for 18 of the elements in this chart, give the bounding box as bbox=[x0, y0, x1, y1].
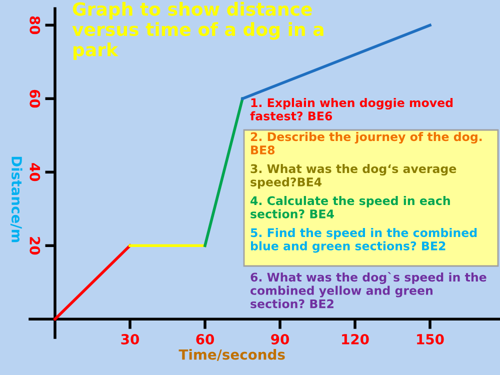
x-tick-label: 150 bbox=[417, 334, 444, 344]
x-axis-title: Time/seconds bbox=[178, 349, 285, 361]
y-tick-label: 80 bbox=[30, 16, 40, 34]
annotation: 4. Calculate the speed in each section? BE4 bbox=[250, 196, 450, 218]
x-tick-label: 30 bbox=[121, 334, 139, 344]
x-tick-label: 60 bbox=[196, 334, 214, 344]
x-tick-label: 90 bbox=[271, 334, 289, 344]
annotation: 3. What was the dog‘s average speed?BE4 bbox=[250, 164, 456, 189]
y-tick-label: 20 bbox=[30, 237, 40, 255]
y-tick-label: 40 bbox=[30, 163, 40, 182]
annotation: 5. Find the speed in the combined blue and green sections? BE2 bbox=[250, 228, 477, 253]
annotation: 1. Explain when doggie moved fastest? BE6 bbox=[250, 98, 453, 120]
x-tick-label: 120 bbox=[342, 334, 369, 344]
annotation: 6. What was the dog`s speed in the combined yellow and green section? BE2 bbox=[250, 272, 486, 308]
text: Graph to show distance versus time of a dog in a park bbox=[72, 2, 324, 60]
y-axis-title: Distance/m bbox=[10, 156, 22, 242]
annotation: 2. Describe the journey of the dog. BE8 bbox=[250, 132, 482, 154]
y-tick-label: 60 bbox=[30, 90, 40, 108]
